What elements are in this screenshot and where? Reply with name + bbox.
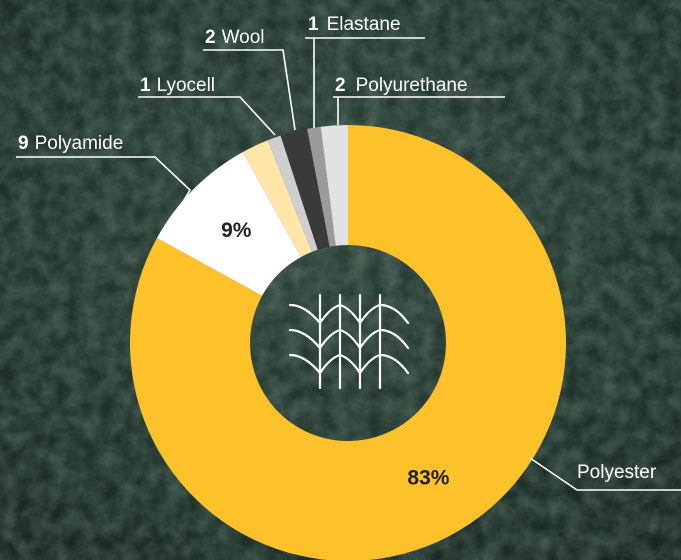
- slice-number: 2: [335, 75, 346, 96]
- slice-label: 1 Elastane: [308, 14, 401, 35]
- donut: 83% 9%: [130, 125, 566, 560]
- slice-name: Polyurethane: [356, 75, 468, 96]
- slice: [130, 125, 566, 560]
- slice-label: Polyester: [577, 462, 657, 483]
- value-label: 83%: [407, 467, 449, 490]
- slice-number: 1: [140, 75, 151, 96]
- slice-label: 2 Wool: [205, 27, 265, 48]
- fiber-icon: [288, 293, 410, 390]
- slice-label: 1 Lyocell: [140, 75, 215, 96]
- slice-name: Lyocell: [157, 75, 215, 96]
- slice-number: 9: [18, 133, 29, 154]
- value-label: 9%: [221, 219, 252, 242]
- slice: [307, 126, 336, 247]
- slice-name: Wool: [222, 27, 265, 48]
- slice: [280, 128, 330, 250]
- slice-number: 2: [205, 27, 216, 48]
- slice-label: 2 Polyurethane: [335, 75, 468, 96]
- slice: [320, 125, 348, 246]
- slice-name: Elastane: [327, 14, 401, 35]
- slice-number: 1: [308, 14, 319, 35]
- slice-label: 9 Polyamide: [18, 133, 123, 154]
- leader-lines: [16, 37, 681, 491]
- slice-name: Polyamide: [35, 133, 124, 154]
- slice: [242, 140, 312, 258]
- slice: [267, 135, 318, 252]
- slice: [156, 151, 301, 296]
